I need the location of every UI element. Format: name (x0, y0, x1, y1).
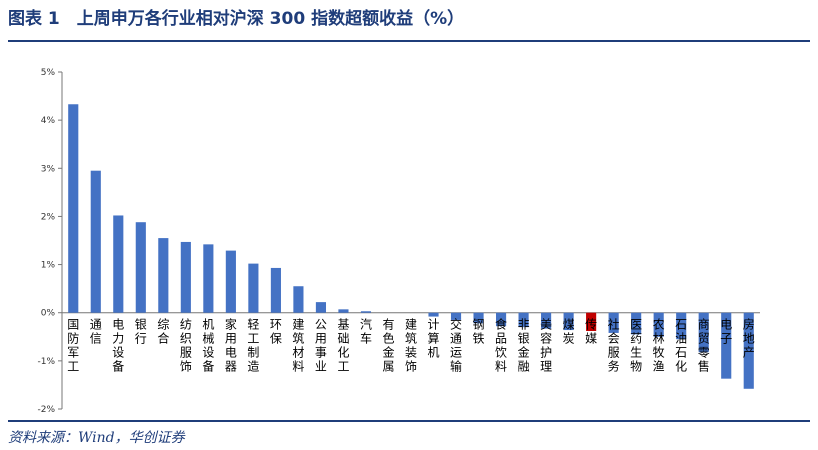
source-note: 资料来源：Wind，华创证券 (8, 430, 185, 446)
category-label: 食品饮料 (495, 317, 507, 374)
category-label: 家用电器 (225, 317, 237, 374)
footer-rule (8, 420, 810, 422)
category-label: 非银金融 (518, 318, 530, 374)
bar (293, 286, 304, 313)
category-label: 通信 (90, 318, 102, 346)
bar (563, 312, 574, 331)
category-label: 计算机 (428, 318, 440, 360)
category-label: 农林牧渔 (653, 318, 665, 374)
bar (473, 312, 484, 324)
bar (315, 302, 327, 313)
category-label: 公用事业 (315, 318, 327, 374)
bar (541, 312, 552, 329)
category-label: 商贸零售 (698, 317, 710, 374)
chart-bars (68, 104, 754, 389)
category-label: 社会服务 (608, 317, 620, 374)
y-tick-label: 2% (41, 212, 56, 222)
category-label: 石油石化 (675, 318, 687, 374)
y-tick-label: -2% (37, 405, 55, 415)
y-tick-label: -1% (37, 357, 55, 367)
category-label: 交通运输 (450, 317, 462, 374)
chart-axes: -2% -1% 0% 1% 2% 3% 4% 5% (37, 68, 760, 415)
category-label: 电子 (720, 318, 732, 346)
category-label: 银行 (135, 318, 147, 346)
category-label: 美容护理 (540, 318, 552, 374)
y-tick-label: 3% (41, 164, 56, 174)
category-label: 纺织服饰 (180, 318, 192, 374)
category-label: 汽车 (360, 317, 372, 346)
bar (135, 222, 146, 313)
category-label: 钢铁 (473, 318, 485, 346)
category-label: 机械设备 (202, 318, 214, 374)
y-tick-label: 0% (41, 309, 56, 319)
category-label: 电力设备 (112, 318, 124, 374)
bar-chart: -2% -1% 0% 1% 2% 3% 4% 5% 国防军工通信电力设备银行综合纺织服饰机械设… (37, 68, 760, 415)
bar (248, 263, 259, 313)
category-label: 环保 (270, 318, 282, 346)
bar (450, 312, 462, 320)
bar (495, 312, 507, 327)
bar (698, 312, 709, 353)
category-labels: 国防军工通信电力设备银行综合纺织服饰机械设备家用电器轻工制造环保建筑材料公用事业… (67, 317, 754, 374)
bar (518, 312, 529, 328)
bar (586, 312, 597, 332)
category-label: 有色金属 (382, 318, 394, 374)
bar (270, 267, 281, 313)
bar (428, 312, 439, 317)
y-tick-label: 4% (41, 116, 56, 126)
bar (203, 244, 214, 313)
bar (225, 250, 236, 313)
bar (68, 104, 79, 313)
chart-title: 图表 1 上周申万各行业相对沪深 300 指数超额收益（%） (8, 9, 465, 29)
bar (113, 215, 124, 313)
title-rule (8, 40, 810, 42)
bar (653, 312, 664, 337)
category-label: 建筑材料 (292, 318, 304, 374)
bar (180, 241, 191, 313)
bar (158, 238, 169, 313)
category-label: 综合 (157, 318, 169, 346)
bar (743, 312, 754, 389)
category-label: 国防军工 (67, 318, 79, 374)
category-label: 传媒 (585, 317, 597, 346)
bar (360, 311, 372, 313)
bar (338, 309, 349, 313)
category-label: 基础化工 (337, 318, 349, 374)
category-label: 医药生物 (630, 318, 642, 374)
y-tick-label: 1% (41, 261, 56, 271)
y-tick-label: 5% (41, 68, 56, 78)
bar (90, 170, 101, 313)
bar (631, 312, 642, 335)
category-label: 煤炭 (563, 318, 575, 346)
bar (676, 312, 687, 340)
bar (721, 312, 732, 379)
category-label: 建筑装饰 (405, 318, 417, 374)
bar (608, 312, 619, 333)
category-label: 轻工制造 (247, 318, 259, 374)
category-label: 房地产 (743, 317, 755, 360)
